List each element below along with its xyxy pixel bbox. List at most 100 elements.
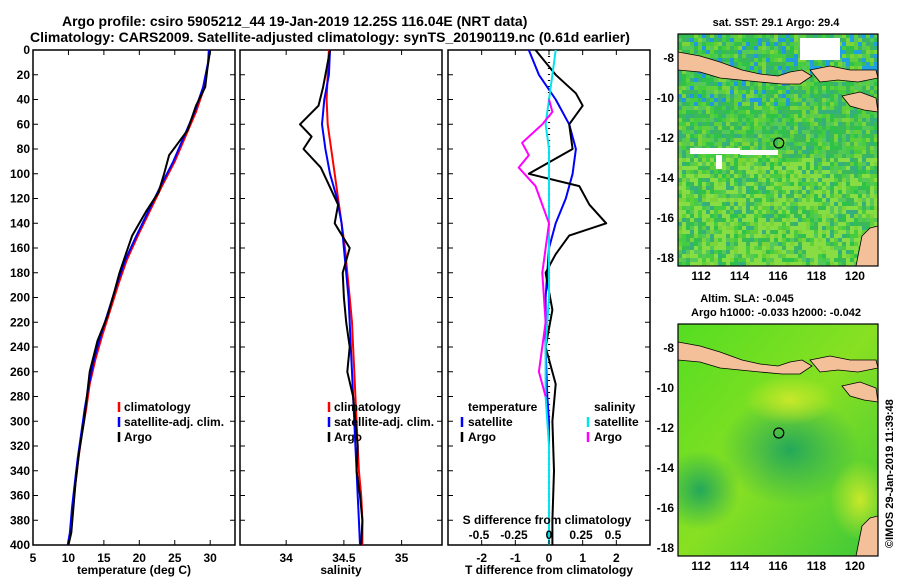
sst-cell [762, 186, 766, 190]
sst-cell [810, 150, 814, 154]
sst-cell [750, 166, 754, 170]
sst-cell [874, 94, 878, 98]
sst-cell [810, 162, 814, 166]
sst-cell [874, 78, 878, 82]
sst-cell [722, 242, 726, 246]
sst-cell [850, 46, 854, 50]
sst-cell [750, 110, 754, 114]
sst-cell [766, 114, 770, 118]
sst-cell [794, 186, 798, 190]
sst-cell [694, 258, 698, 262]
sst-cell [682, 150, 686, 154]
sst-cell [682, 222, 686, 226]
sst-cell [770, 258, 774, 262]
sst-cell [834, 114, 838, 118]
sst-cell [858, 54, 862, 58]
sst-cell [758, 242, 762, 246]
sst-cell [678, 90, 682, 94]
sst-cell [798, 138, 802, 142]
sst-cell [686, 246, 690, 250]
sst-cell [822, 106, 826, 110]
sst-cell [714, 138, 718, 142]
sst-cell [842, 210, 846, 214]
sst-cell [854, 54, 858, 58]
sst-cell [738, 206, 742, 210]
sst-cell [742, 226, 746, 230]
sst-cell [814, 90, 818, 94]
sst-cell [798, 234, 802, 238]
sst-cell [702, 214, 706, 218]
sst-cell [810, 126, 814, 130]
sst-cell [706, 254, 710, 258]
sla-land-islands [809, 355, 878, 373]
sst-frame [677, 33, 879, 267]
sst-cell [790, 138, 794, 142]
sst-cell [762, 134, 766, 138]
sst-cell [834, 246, 838, 250]
sst-cell [718, 50, 722, 54]
sst-cell [722, 34, 726, 38]
sst-cell [738, 230, 742, 234]
sst-cell [786, 190, 790, 194]
sst-cell [750, 42, 754, 46]
sst-cell [730, 94, 734, 98]
sst-cell [754, 38, 758, 42]
sst-cell [854, 134, 858, 138]
map-y-tick-label: -14 [657, 461, 675, 475]
sst-cell [858, 154, 862, 158]
sst-cell [794, 170, 798, 174]
sst-cell [786, 254, 790, 258]
sst-cell [758, 62, 762, 66]
sst-cell [710, 142, 714, 146]
sst-cell [866, 118, 870, 122]
sst-cell [818, 146, 822, 150]
map-y-tick-label: -18 [657, 541, 675, 555]
sst-cell [690, 138, 694, 142]
sst-cell [798, 162, 802, 166]
sst-cell [690, 34, 694, 38]
sst-cell [846, 258, 850, 262]
sst-cell [814, 178, 818, 182]
sst-cell [698, 130, 702, 134]
sst-cell [786, 110, 790, 114]
sst-cell [810, 118, 814, 122]
sst-cell [802, 98, 806, 102]
sst-cell [682, 182, 686, 186]
sst-cell [838, 262, 842, 266]
sst-cell [802, 198, 806, 202]
sst-cell [874, 214, 878, 218]
sst-cell [706, 34, 710, 38]
sst-cell [830, 126, 834, 130]
sst-cell [730, 86, 734, 90]
sst-cell [762, 66, 766, 70]
sst-cell [858, 202, 862, 206]
sst-cell [794, 114, 798, 118]
sst-cell [750, 182, 754, 186]
sst-cell [810, 202, 814, 206]
sst-cell [726, 78, 730, 82]
sst-cell [834, 186, 838, 190]
sst-cell [726, 62, 730, 66]
sst-cell [862, 218, 866, 222]
sst-cell [734, 162, 738, 166]
sst-cell [774, 62, 778, 66]
sst-cell [682, 138, 686, 142]
sst-cell [730, 210, 734, 214]
sst-cell [782, 178, 786, 182]
series-line-argo [67, 49, 212, 546]
sst-cell [786, 90, 790, 94]
sst-cell [742, 142, 746, 146]
sst-cell [782, 98, 786, 102]
sst-cell [798, 86, 802, 90]
sst-cell [694, 254, 698, 258]
sst-cell [726, 242, 730, 246]
sst-cell [746, 86, 750, 90]
sst-cell [774, 130, 778, 134]
sst-cell [854, 66, 858, 70]
sst-cell [718, 218, 722, 222]
sst-cell [774, 94, 778, 98]
sst-cell [822, 94, 826, 98]
sst-cell [738, 246, 742, 250]
sst-cell [694, 138, 698, 142]
sst-cell [706, 46, 710, 50]
